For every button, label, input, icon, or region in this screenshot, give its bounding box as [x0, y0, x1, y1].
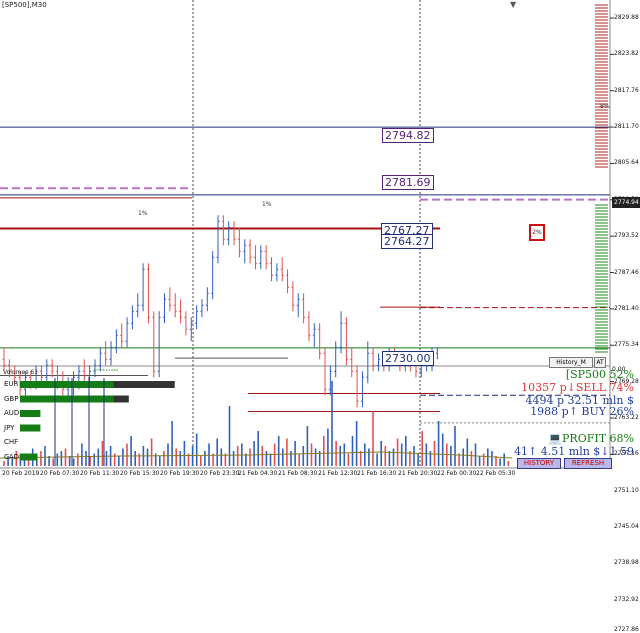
panel-symbol: [SP500 52%: [565, 368, 634, 381]
currency-label: CHF: [4, 438, 19, 446]
time-tick-label: 20 Feb 19:30: [160, 470, 200, 477]
time-tick-label: 20 Feb 23:30: [200, 470, 240, 477]
price-tick-label: 2727.86: [614, 626, 639, 633]
volume-scale: 0.00: [612, 366, 626, 373]
pct-marker: 8%: [600, 103, 610, 110]
currency-label: EUR: [4, 380, 19, 388]
currency-strength-green: [20, 381, 114, 388]
price-tick-label: 2823.82: [614, 50, 639, 58]
currency-label: CAD: [4, 452, 20, 461]
history-button[interactable]: HISTORY: [517, 458, 561, 469]
price-tick-label: 2769.28: [614, 377, 639, 385]
price-tick-label: 2757.16: [614, 450, 639, 458]
pct-label-mid: 1%: [262, 201, 272, 208]
time-tick-label: 22 Feb 05:30: [476, 470, 516, 477]
currency-label: GBP: [4, 394, 19, 403]
window-title: [SP500],M30: [2, 1, 47, 9]
price-tick-label: 2745.04: [614, 523, 639, 531]
currency-label: AUD: [4, 409, 20, 417]
panel-sell: 10357 p↓SELL 74%: [521, 381, 634, 394]
price-tick-label: 2805.64: [614, 159, 639, 167]
level-upper-label: 2794.82: [382, 128, 434, 143]
time-tick-label: 20 Feb 2019: [2, 470, 40, 477]
current-price-badge: 2774.94: [612, 197, 640, 208]
price-tick-label: 2763.22: [614, 413, 639, 421]
time-tick-label: 21 Feb 20:30: [398, 470, 438, 477]
price-tick-label: 2829.88: [614, 14, 639, 21]
auto-trade-button[interactable]: AT: [594, 357, 606, 368]
price-tick-label: 2738.98: [614, 559, 639, 567]
panel-stats: 41↑ 4.51 mln $↓1.59: [514, 445, 634, 458]
price-tick-label: 2781.40: [614, 304, 639, 312]
price-tick-label: 2817.76: [614, 86, 639, 94]
currency-strength-dark: [113, 395, 129, 403]
price-tick-label: 2732.92: [614, 595, 639, 603]
currency-strength-green: [20, 410, 41, 417]
time-tick-label: 20 Feb 11:30: [80, 470, 120, 477]
time-tick-label: 22 Feb 00:30: [437, 470, 477, 477]
panel-buy: 1988 p↑ BUY 26%: [530, 405, 634, 418]
currency-strength-green: [20, 453, 37, 461]
refresh-button[interactable]: REFRESH: [564, 458, 612, 469]
volume-average-line: [0, 451, 513, 459]
price-tick-label: 2751.10: [614, 486, 639, 494]
panel-volume: 4494 p 32.51 mln $: [525, 394, 634, 407]
time-tick-label: 20 Feb 07:30: [40, 470, 80, 477]
price-tick-label: 2811.70: [614, 123, 639, 131]
scroll-arrow-icon[interactable]: ▼: [510, 0, 517, 9]
currency-strength-dark: [113, 381, 175, 388]
level-middle-label: 2781.69: [382, 175, 434, 190]
time-tick-label: 20 Feb 15:30: [120, 470, 160, 477]
price-tick-label: 2787.46: [614, 268, 639, 276]
history-m-button[interactable]: History_M: [549, 357, 593, 368]
price-tick-label: 2775.34: [614, 341, 639, 349]
currency-label: JPY: [4, 423, 15, 432]
volume-title: Volumes 61: [3, 369, 38, 376]
volume-mini-label: 8779.6 2.5 8.64: [94, 368, 118, 372]
time-tick-label: 21 Feb 04:30: [238, 470, 278, 477]
time-tick-label: 21 Feb 16:30: [357, 470, 397, 477]
laptop-icon: 💻: [548, 432, 563, 445]
pct-label-2-box[interactable]: 2%: [529, 224, 545, 241]
currency-strength-green: [20, 424, 41, 432]
pct-label-left: 1%: [138, 210, 148, 217]
level-bottom-label: 2730.00: [382, 351, 434, 366]
level-lower-b-label: 2764.27: [381, 234, 433, 249]
time-tick-label: 21 Feb 12:30: [318, 470, 358, 477]
price-tick-label: 2793.52: [614, 232, 639, 240]
currency-strength-green: [20, 395, 114, 403]
chart-canvas[interactable]: [0, 0, 640, 480]
panel-profit: 💻PROFIT 68%: [548, 432, 634, 445]
time-tick-label: 21 Feb 08:30: [278, 470, 318, 477]
